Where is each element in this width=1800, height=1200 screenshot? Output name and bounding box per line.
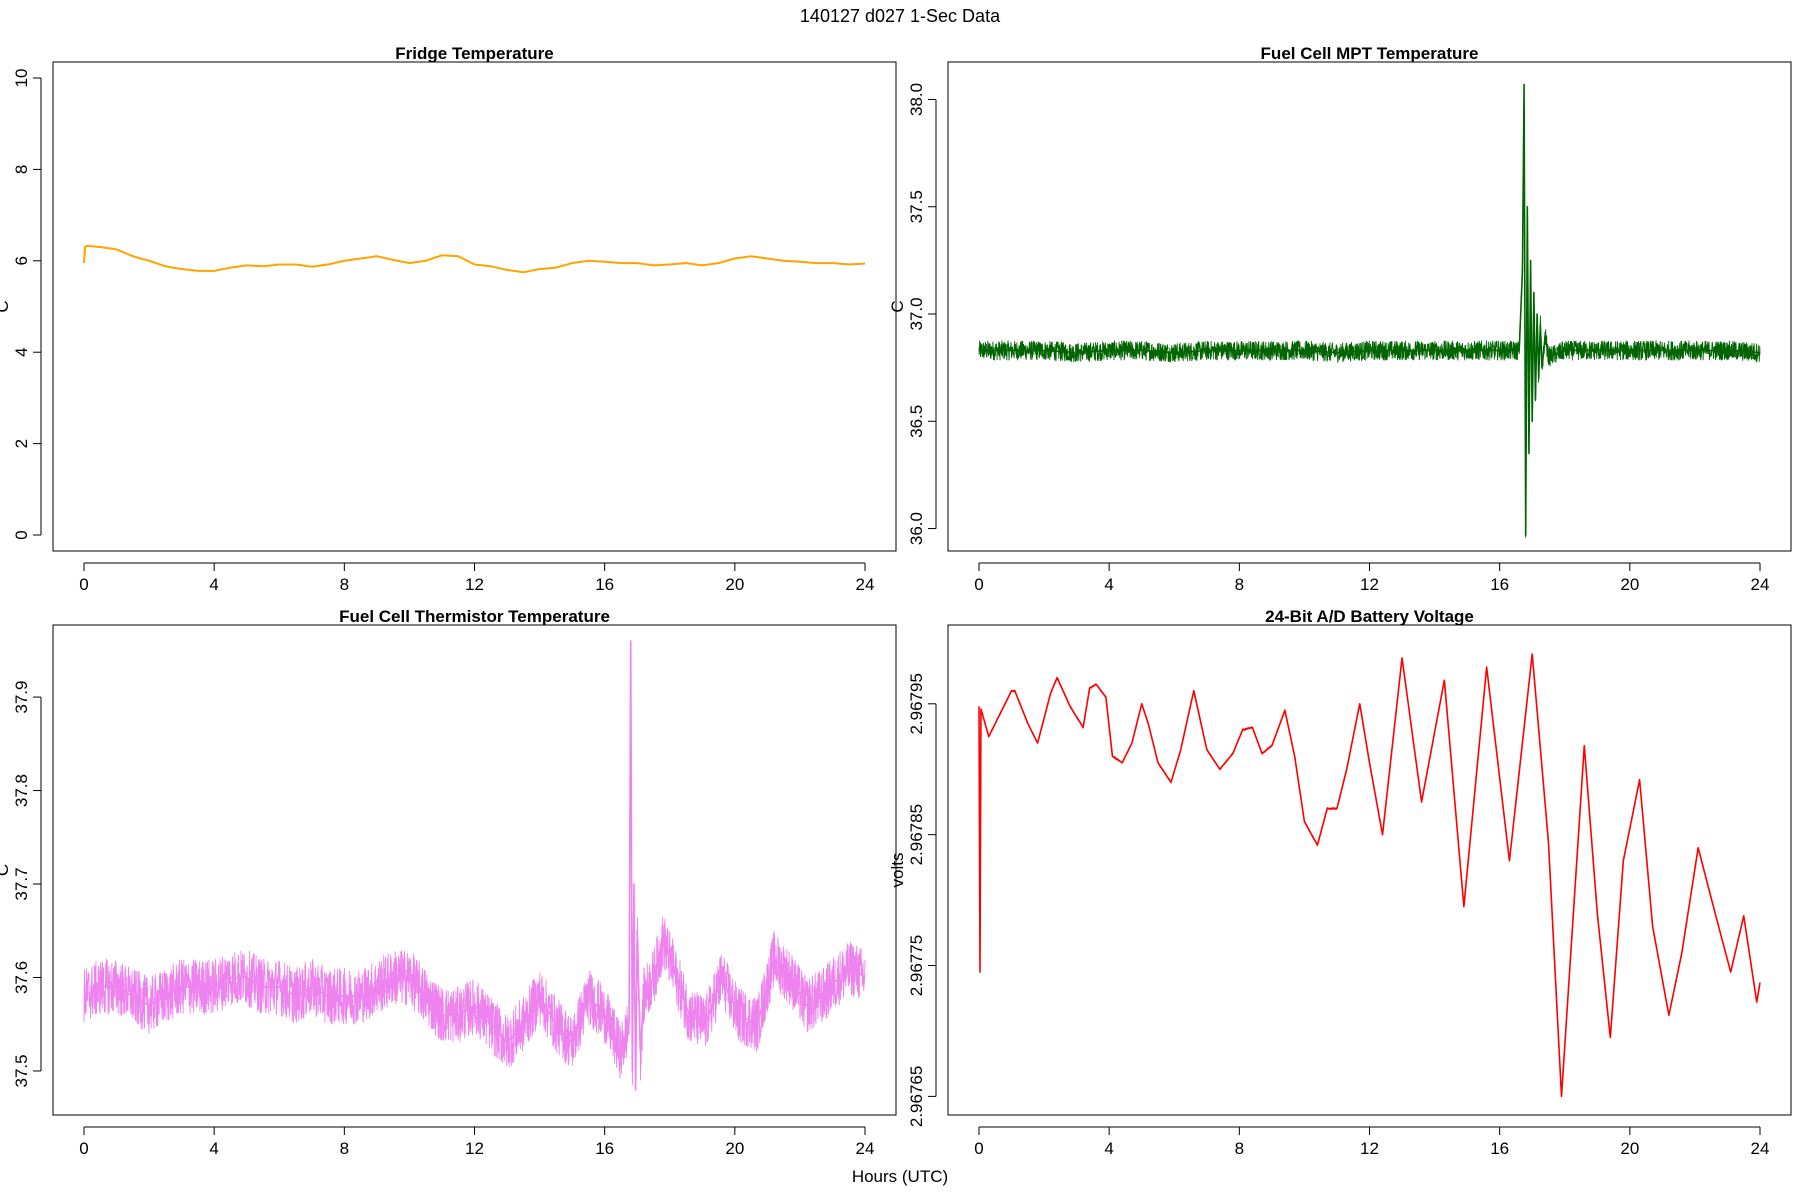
panel-battery-voltage: 24-Bit A/D Battery Voltage 0 4 8 12 16 20 24 2.9… [888,607,1792,1158]
x-tick-label: 12 [1360,575,1379,594]
y-axis-label: C [0,864,12,876]
shared-x-axis-label: Hours (UTC) [852,1167,948,1186]
x-tick-label: 12 [1360,1139,1379,1158]
x-tick-label: 16 [1490,575,1509,594]
y-tick-label: 0 [12,530,31,539]
panel-title: Fuel Cell Thermistor Temperature [339,607,610,626]
panel-fuel-cell-mpt-temperature: Fuel Cell MPT Temperature 0 4 8 12 16 20 24 36.0… [888,44,1792,594]
y-axis: 36.0 36.5 37.0 37.5 38.0 [907,83,937,545]
series-data-line [979,83,1761,536]
x-tick-label: 4 [209,575,218,594]
panel-title: 24-Bit A/D Battery Voltage [1265,607,1474,626]
series-line [978,654,1761,1096]
x-tick-label: 12 [465,1139,484,1158]
series-line [83,244,866,274]
y-tick-label: 2.96765 [907,1066,926,1127]
y-tick-label: 36.0 [907,512,926,545]
y-tick-label: 37.0 [907,297,926,330]
y-tick-label: 37.8 [12,774,31,807]
y-axis: 0 2 4 6 8 10 [12,69,42,540]
series-data-line [83,640,866,1091]
panel-title: Fridge Temperature [395,44,553,63]
x-tick-label: 20 [1620,1139,1639,1158]
x-tick-label: 4 [1104,575,1113,594]
x-tick-label: 24 [1751,1139,1770,1158]
y-axis-label: volts [888,853,907,888]
y-tick-label: 37.9 [12,681,31,714]
y-axis-label: C [0,300,12,312]
x-tick-label: 8 [1235,575,1244,594]
plot-frame [52,624,897,1116]
x-tick-label: 24 [856,1139,875,1158]
x-tick-label: 12 [465,575,484,594]
x-tick-label: 24 [1751,575,1770,594]
y-tick-label: 6 [12,256,31,265]
page-title: 140127 d027 1-Sec Data [800,6,1001,26]
y-tick-label: 37.6 [12,961,31,994]
y-tick-label: 10 [12,69,31,88]
series-line [978,96,1761,538]
x-axis: 0 4 8 12 16 20 24 [974,562,1770,594]
plot-frame [947,624,1792,1116]
y-tick-label: 4 [12,347,31,356]
y-axis: 2.96765 2.96775 2.96785 2.96795 [907,673,937,1127]
y-tick-label: 8 [12,165,31,174]
y-tick-label: 37.7 [12,867,31,900]
x-tick-label: 24 [856,575,875,594]
x-tick-label: 0 [974,1139,983,1158]
x-tick-label: 4 [1104,1139,1113,1158]
y-axis-label: C [888,300,907,312]
x-tick-label: 8 [340,1139,349,1158]
y-tick-label: 2 [12,439,31,448]
y-tick-label: 2.96775 [907,935,926,996]
y-tick-label: 37.5 [907,190,926,223]
plot-frame [947,61,1792,552]
y-tick-label: 2.96785 [907,804,926,865]
plot-frame [52,61,897,552]
y-tick-label: 38.0 [907,83,926,116]
x-tick-label: 4 [209,1139,218,1158]
x-tick-label: 20 [1620,575,1639,594]
y-axis: 37.5 37.6 37.7 37.8 37.9 [12,681,42,1088]
panel-fridge-temperature: Fridge Temperature048121620240246810C [0,44,897,594]
y-tick-label: 37.5 [12,1054,31,1087]
x-tick-label: 20 [725,575,744,594]
x-tick-label: 0 [79,575,88,594]
x-tick-label: 16 [595,1139,614,1158]
series-data-line [978,653,1761,1098]
y-tick-label: 2.96795 [907,673,926,734]
panel-title: Fuel Cell MPT Temperature [1261,44,1479,63]
x-axis: 0 4 8 12 16 20 24 [974,1126,1770,1158]
x-tick-label: 16 [1490,1139,1509,1158]
x-axis: 0 4 8 12 16 20 24 [79,562,875,594]
y-tick-label: 36.5 [907,405,926,438]
panel-fuel-cell-thermistor-temperature: Fuel Cell Thermistor Temperature 0 4 8 12 16 2… [0,607,897,1158]
x-tick-label: 0 [79,1139,88,1158]
x-tick-label: 8 [340,575,349,594]
x-axis: 0 4 8 12 16 20 24 [79,1126,875,1158]
x-tick-label: 16 [595,575,614,594]
x-tick-label: 0 [974,575,983,594]
series-data-line [83,244,866,274]
series-line [83,660,866,1091]
x-tick-label: 8 [1235,1139,1244,1158]
x-tick-label: 20 [725,1139,744,1158]
